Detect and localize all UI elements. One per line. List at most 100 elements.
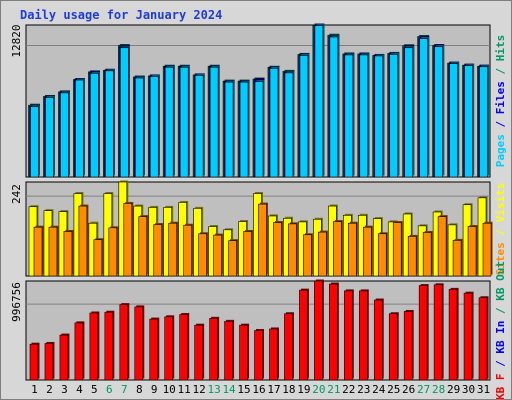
day-label-20: 20	[312, 383, 325, 396]
day-label-5: 5	[91, 383, 98, 396]
bar-sites-22	[348, 222, 357, 277]
bar-sites-24	[377, 233, 387, 277]
bar-sites-28	[437, 216, 447, 277]
bar-sites-29	[452, 240, 462, 277]
bar-kbf-25	[388, 313, 398, 381]
day-label-27: 27	[417, 383, 430, 396]
bar-kbf-13	[209, 318, 218, 381]
bar-sites-19	[303, 234, 312, 277]
bar-sites-8	[138, 216, 148, 277]
bar-sites-31	[482, 222, 492, 277]
day-label-17: 17	[267, 383, 280, 396]
day-label-29: 29	[447, 383, 460, 396]
day-label-18: 18	[282, 383, 295, 396]
bar-kbf-6	[104, 311, 114, 381]
bar-sites-11	[183, 224, 192, 277]
day-label-11: 11	[178, 383, 191, 396]
bar-kbf-16	[254, 330, 263, 381]
bar-sites-1	[33, 226, 43, 277]
side-label-part: Sites	[494, 242, 507, 275]
bar-pages-21	[329, 36, 339, 178]
day-label-25: 25	[387, 383, 400, 396]
bar-pages-5	[90, 73, 99, 178]
day-label-28: 28	[432, 383, 445, 396]
day-label-22: 22	[342, 383, 355, 396]
bar-kbf-21	[329, 283, 338, 381]
bar-sites-15	[243, 231, 252, 277]
bar-sites-5	[93, 239, 103, 277]
bar-pages-30	[464, 65, 473, 178]
bar-pages-20	[314, 25, 324, 178]
bar-sites-14	[228, 240, 237, 277]
bar-kbf-18	[284, 313, 293, 381]
day-label-23: 23	[357, 383, 370, 396]
max-label-visits-sites: 242	[10, 184, 23, 204]
bar-kbf-5	[89, 312, 99, 381]
bar-kbf-1	[29, 343, 39, 381]
max-label-hits-files-pages: 12820	[10, 24, 23, 57]
max-label-kbf-kbin-kbout: 996756	[10, 282, 23, 322]
side-label-part: / KB Out	[494, 261, 507, 321]
chart-title: Daily usage for January 2024	[20, 8, 223, 22]
bar-sites-17	[273, 222, 282, 277]
day-label-13: 13	[207, 383, 220, 396]
side-label-visits-sites: Sites / Visits	[494, 183, 507, 276]
day-label-7: 7	[121, 383, 128, 396]
day-label-24: 24	[372, 383, 386, 396]
day-label-26: 26	[402, 383, 415, 396]
bar-pages-14	[224, 81, 234, 178]
bar-kbf-7	[119, 304, 129, 381]
bar-kbf-17	[269, 328, 278, 381]
side-label-hits-files-pages: Pages / Files / Hits	[494, 35, 507, 167]
bar-sites-9	[153, 224, 163, 277]
day-label-31: 31	[477, 383, 490, 396]
bar-kbf-22	[344, 290, 353, 381]
day-label-12: 12	[193, 383, 206, 396]
day-label-10: 10	[163, 383, 176, 396]
bar-pages-11	[179, 66, 189, 178]
bar-pages-10	[164, 66, 174, 178]
bar-pages-16	[254, 81, 264, 178]
bar-kbf-20	[314, 280, 323, 381]
bar-pages-8	[134, 77, 144, 178]
bar-pages-17	[269, 67, 279, 178]
bar-sites-12	[198, 233, 207, 277]
bar-kbf-28	[433, 284, 443, 381]
bar-pages-19	[299, 55, 309, 178]
day-label-2: 2	[46, 383, 53, 396]
bar-kbf-23	[358, 290, 368, 381]
bar-sites-16	[258, 203, 267, 277]
bar-kbf-9	[149, 318, 159, 381]
bar-pages-13	[209, 66, 219, 178]
day-label-19: 19	[297, 383, 310, 396]
bar-sites-26	[407, 236, 417, 277]
bar-kbf-15	[239, 324, 248, 381]
side-label-part: / Visits	[494, 183, 507, 243]
bar-kbf-26	[403, 311, 413, 381]
bar-kbf-3	[59, 334, 69, 381]
bar-pages-12	[194, 75, 204, 178]
day-label-15: 15	[237, 383, 250, 396]
bar-sites-20	[318, 231, 327, 277]
day-label-21: 21	[327, 383, 340, 396]
bar-pages-28	[434, 46, 443, 178]
bar-kbf-10	[164, 316, 174, 381]
bar-pages-25	[389, 54, 399, 178]
bar-sites-27	[422, 232, 432, 277]
day-label-16: 16	[252, 383, 265, 396]
day-label-8: 8	[136, 383, 143, 396]
bar-kbf-29	[448, 289, 458, 381]
bar-pages-3	[60, 92, 69, 178]
bar-pages-24	[374, 55, 384, 178]
bar-sites-25	[392, 222, 402, 277]
bar-pages-18	[284, 72, 294, 178]
bar-kbf-31	[478, 297, 488, 381]
bar-sites-3	[63, 231, 73, 277]
bar-sites-13	[213, 234, 222, 277]
bar-kbf-27	[418, 285, 428, 381]
bar-kbf-8	[134, 306, 144, 381]
bar-kbf-11	[179, 314, 188, 381]
bar-pages-29	[449, 63, 458, 178]
